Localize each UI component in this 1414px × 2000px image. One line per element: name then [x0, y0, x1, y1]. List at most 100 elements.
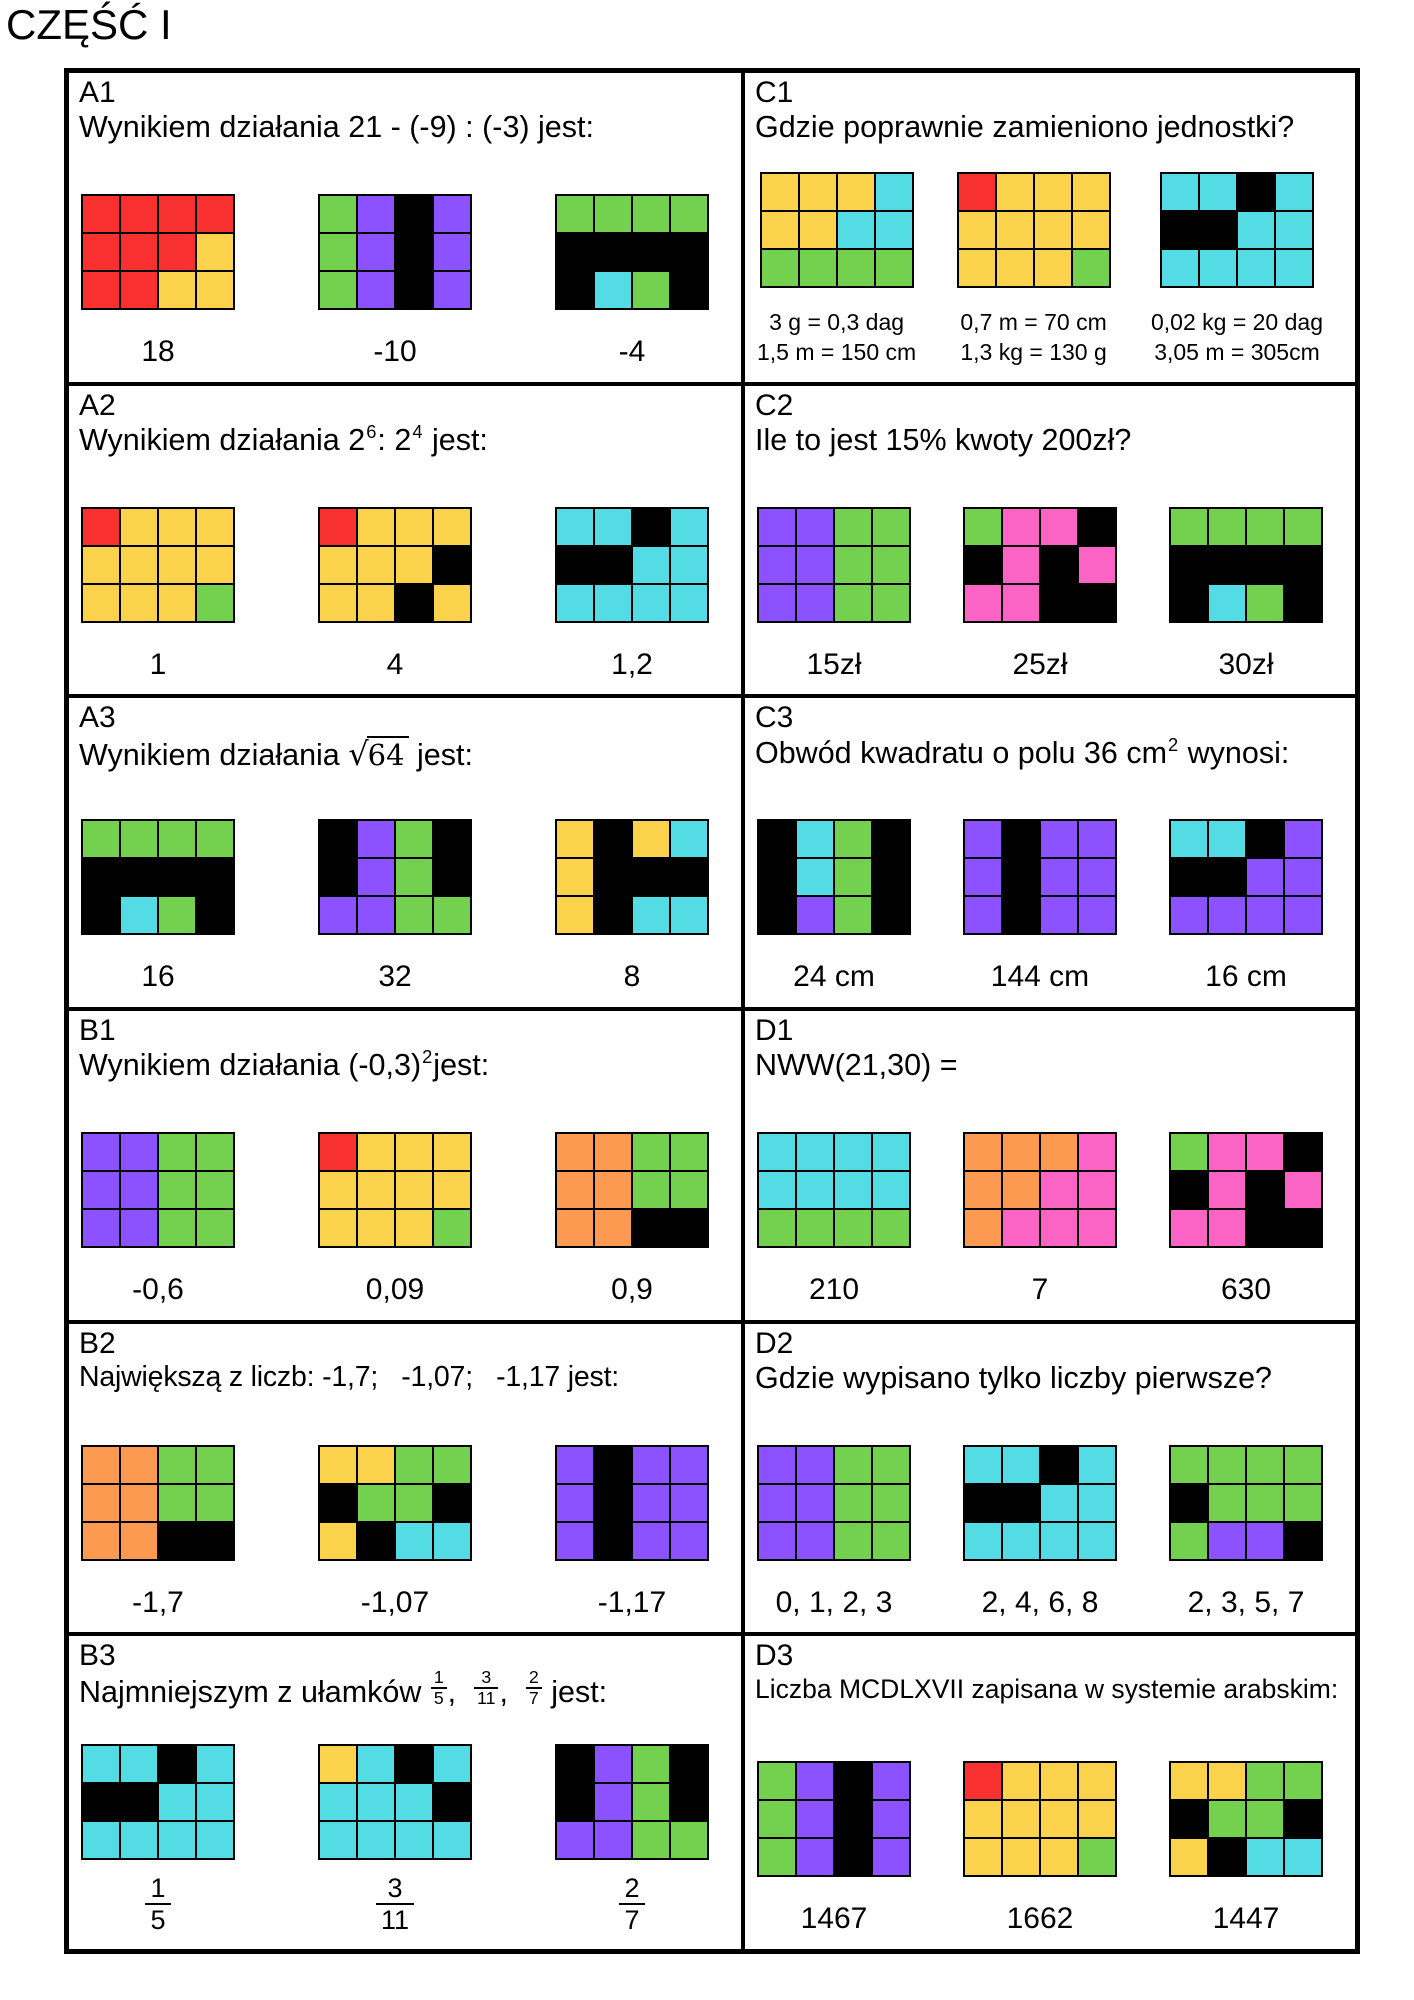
mosaic-square — [196, 1445, 234, 1484]
options-row: -1,7 -1,07 -1,17 — [79, 1444, 729, 1619]
mosaic-square — [1236, 172, 1275, 211]
mosaic-square — [670, 195, 708, 234]
mosaic-square — [594, 896, 632, 935]
mosaic-square — [395, 1133, 433, 1172]
mosaic-square — [632, 1209, 670, 1248]
answer-mosaic — [963, 1761, 1117, 1878]
mosaic-square — [594, 1483, 632, 1522]
mosaic-square — [556, 1820, 594, 1859]
mosaic-square — [82, 195, 120, 234]
mosaic-square — [872, 1483, 910, 1522]
mosaic-square — [196, 233, 234, 272]
mosaic-square — [1040, 820, 1078, 859]
question-segment: jest: — [408, 737, 473, 772]
mosaic-square — [964, 1800, 1002, 1839]
mosaic-square — [632, 1521, 670, 1560]
answer-option: 16 — [81, 819, 235, 993]
mosaic-square — [1078, 583, 1116, 622]
answer-mosaic — [956, 171, 1111, 288]
answer-mosaic — [963, 506, 1117, 623]
answer-mosaic — [318, 1743, 472, 1860]
mosaic-square — [796, 1521, 834, 1560]
mosaic-square — [196, 1820, 234, 1859]
mosaic-square — [1002, 545, 1040, 584]
answer-mosaic — [555, 819, 709, 936]
mosaic-square — [1040, 858, 1078, 897]
question-text: Wynikiem działania (-0,3)2jest: — [79, 1046, 729, 1084]
mosaic-square — [556, 1445, 594, 1484]
question-segment: , — [499, 1674, 525, 1709]
mosaic-square — [632, 1820, 670, 1859]
answer-option: 30zł — [1169, 506, 1323, 681]
mosaic-square — [196, 545, 234, 584]
mosaic-square — [964, 1762, 1002, 1801]
answer-option: 2, 3, 5, 7 — [1169, 1444, 1323, 1619]
mosaic-square — [357, 195, 395, 234]
mosaic-square — [796, 1209, 834, 1248]
mosaic-square — [120, 858, 158, 897]
answer-mosaic — [555, 1743, 709, 1860]
mosaic-square — [1284, 858, 1322, 897]
cell-D2: D2 Gdzie wypisano tylko liczby pierwsze? 0… — [745, 1324, 1355, 1637]
mosaic-square — [1246, 1483, 1284, 1522]
mosaic-square — [594, 583, 632, 622]
mosaic-square — [1170, 1209, 1208, 1248]
mosaic-square — [632, 1445, 670, 1484]
mosaic-square — [433, 1782, 471, 1821]
mosaic-square — [796, 1838, 834, 1877]
mosaic-square — [433, 271, 471, 310]
mosaic-square — [1170, 858, 1208, 897]
question-segment: Wynikiem działania 21 - (-9) : (-3) jest… — [79, 110, 594, 145]
mosaic-square — [82, 271, 120, 310]
answer-mosaic — [1169, 819, 1323, 936]
mosaic-square — [1284, 1483, 1322, 1522]
cell-label: D3 — [755, 1639, 794, 1673]
answer-mosaic — [318, 506, 472, 623]
mosaic-square — [158, 507, 196, 546]
mosaic-square — [1170, 1800, 1208, 1839]
mosaic-square — [158, 1521, 196, 1560]
mosaic-square — [1284, 1133, 1322, 1172]
answer-label: 144 cm — [990, 960, 1090, 994]
mosaic-square — [964, 1445, 1002, 1484]
cell-A2: A2 Wynikiem działania 26: 24 jest: 1 4 1,2 — [69, 385, 745, 699]
mosaic-square — [120, 583, 158, 622]
answer-label: -1,7 — [132, 1585, 184, 1619]
mosaic-square — [158, 1209, 196, 1248]
mosaic-square — [395, 545, 433, 584]
mosaic-square — [82, 820, 120, 859]
mosaic-square — [1246, 1133, 1284, 1172]
mosaic-square — [319, 1171, 357, 1210]
answer-label: 3 g = 0,3 dag 1,5 m = 150 cm — [757, 308, 916, 368]
mosaic-square — [964, 1209, 1002, 1248]
mosaic-square — [957, 210, 996, 249]
mosaic-square — [357, 1521, 395, 1560]
mosaic-square — [1208, 896, 1246, 935]
mosaic-square — [158, 896, 196, 935]
mosaic-square — [594, 1209, 632, 1248]
question-text: Obwód kwadratu o polu 36 cm2 wynosi: — [755, 734, 1343, 772]
answer-label: 8 — [623, 960, 641, 994]
answer-option: -0,6 — [81, 1132, 235, 1306]
mosaic-square — [834, 545, 872, 584]
mosaic-square — [957, 248, 996, 287]
mosaic-square — [1040, 1209, 1078, 1248]
mosaic-square — [433, 233, 471, 272]
mosaic-square — [1040, 583, 1078, 622]
question-segment: NWW(21,30) = — [755, 1048, 958, 1083]
mosaic-square — [82, 507, 120, 546]
mosaic-square — [357, 858, 395, 897]
mosaic-square — [594, 1445, 632, 1484]
mosaic-square — [872, 1133, 910, 1172]
mosaic-square — [556, 858, 594, 897]
mosaic-square — [158, 1445, 196, 1484]
mosaic-square — [758, 1133, 796, 1172]
mosaic-square — [964, 820, 1002, 859]
mosaic-square — [196, 583, 234, 622]
answer-mosaic — [757, 819, 911, 936]
mosaic-square — [964, 1838, 1002, 1877]
mosaic-square — [594, 1171, 632, 1210]
mosaic-square — [158, 545, 196, 584]
mosaic-square — [1208, 1445, 1246, 1484]
